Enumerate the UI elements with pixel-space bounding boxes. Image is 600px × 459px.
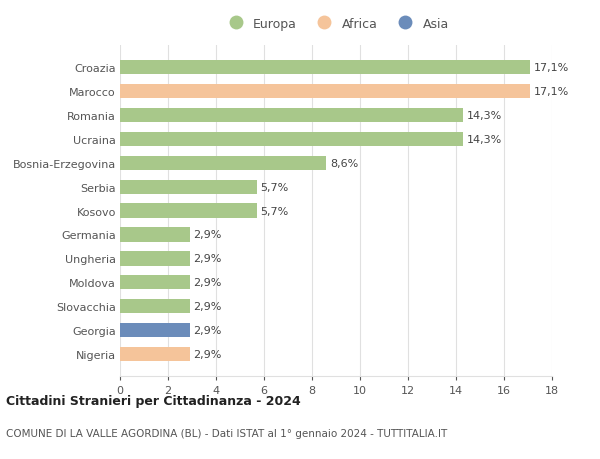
Bar: [120, 252, 190, 266]
Text: 5,7%: 5,7%: [260, 206, 289, 216]
Text: 5,7%: 5,7%: [260, 182, 289, 192]
Text: Cittadini Stranieri per Cittadinanza - 2024: Cittadini Stranieri per Cittadinanza - 2…: [6, 394, 301, 407]
Text: 2,9%: 2,9%: [193, 325, 221, 336]
Text: 2,9%: 2,9%: [193, 278, 221, 288]
Bar: [120, 275, 190, 290]
Bar: [120, 228, 190, 242]
Text: 2,9%: 2,9%: [193, 254, 221, 264]
Text: 14,3%: 14,3%: [467, 134, 502, 145]
Text: 17,1%: 17,1%: [534, 63, 569, 73]
Text: 17,1%: 17,1%: [534, 87, 569, 97]
Text: 2,9%: 2,9%: [193, 302, 221, 312]
Text: 8,6%: 8,6%: [330, 158, 358, 168]
Legend: Europa, Africa, Asia: Europa, Africa, Asia: [221, 15, 452, 33]
Text: 2,9%: 2,9%: [193, 230, 221, 240]
Bar: [120, 61, 530, 75]
Bar: [120, 109, 463, 123]
Bar: [120, 204, 257, 218]
Bar: [120, 180, 257, 195]
Bar: [120, 299, 190, 313]
Bar: [120, 323, 190, 337]
Bar: [120, 133, 463, 147]
Text: COMUNE DI LA VALLE AGORDINA (BL) - Dati ISTAT al 1° gennaio 2024 - TUTTITALIA.IT: COMUNE DI LA VALLE AGORDINA (BL) - Dati …: [6, 428, 447, 438]
Bar: [120, 347, 190, 361]
Bar: [120, 157, 326, 171]
Bar: [120, 85, 530, 99]
Text: 2,9%: 2,9%: [193, 349, 221, 359]
Text: 14,3%: 14,3%: [467, 111, 502, 121]
